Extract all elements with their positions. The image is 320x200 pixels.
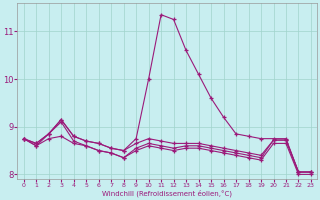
X-axis label: Windchill (Refroidissement éolien,°C): Windchill (Refroidissement éolien,°C) [102, 190, 232, 197]
